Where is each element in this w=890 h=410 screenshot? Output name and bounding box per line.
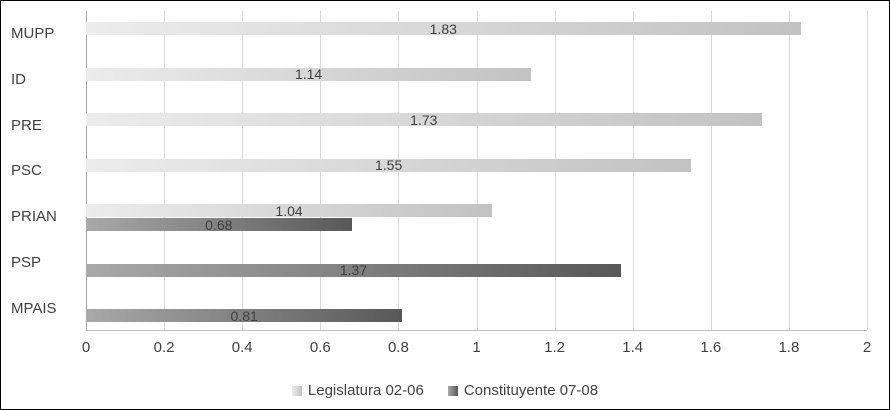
bar-series-2 [86, 263, 621, 277]
value-axis: 0 0.2 0.4 0.6 0.8 1 1.2 1.4 1.6 1.8 2 [82, 339, 871, 357]
x-tick-label: 2 [862, 339, 872, 356]
x-tick-label: 1.4 [622, 339, 644, 356]
x-tick-label: 0 [81, 339, 91, 356]
bar-series-1 [86, 204, 493, 218]
data-label: 0.81 [230, 307, 258, 324]
category-row: 1.37 [86, 239, 867, 285]
legend-item: Constituyente 07-08 [447, 382, 599, 399]
category-label: PSC [11, 162, 42, 180]
gridline [788, 11, 790, 330]
data-label: 1.37 [339, 262, 368, 279]
legend-marker-series-2 [447, 385, 458, 396]
category-row: 0.81 [86, 284, 867, 330]
bar-series-1 [86, 113, 762, 127]
category-row: 1.73 [86, 102, 867, 148]
data-label: 1.04 [275, 202, 303, 219]
legend-marker-series-1 [291, 385, 302, 396]
category-row: 1.04 0.68 [86, 193, 867, 239]
category-row: 1.14 [86, 57, 867, 103]
bar-series-1 [86, 67, 532, 81]
bar-series-2 [86, 218, 352, 232]
x-tick-label: 1.2 [544, 339, 566, 356]
x-tick-label: 1.6 [700, 339, 722, 356]
plot-area: 1.83 1.14 1.73 1.55 1.04 0.68 1.37 0.81 [86, 11, 868, 331]
category-row: 1.83 [86, 11, 867, 57]
category-label: MUPP [11, 25, 55, 43]
bar-series-2 [86, 309, 403, 323]
data-label: 1.83 [429, 20, 457, 37]
gridline [710, 11, 712, 330]
data-label: 1.55 [375, 157, 403, 174]
legend: Legislatura 02-06 Constituyente 07-08 [1, 382, 889, 399]
bar-series-1 [86, 22, 801, 35]
data-label: 1.14 [294, 66, 323, 83]
gridline [867, 11, 868, 330]
legend-label: Constituyente 07-08 [463, 382, 599, 399]
category-axis: MUPP ID PRE PSC PRIAN PSP MPAIS [1, 11, 86, 331]
data-label: 1.73 [410, 111, 438, 128]
category-label: PRE [11, 116, 42, 134]
x-tick-label: 1.8 [778, 339, 800, 356]
bar-series-1 [86, 158, 692, 172]
category-label: PRIAN [11, 208, 57, 226]
x-tick-label: 0.2 [153, 339, 175, 356]
category-row: 1.55 [86, 148, 867, 194]
category-label: ID [11, 71, 26, 89]
data-label: 0.68 [205, 216, 233, 233]
legend-label: Legislatura 02-06 [307, 382, 424, 399]
category-label: PSP [11, 253, 42, 271]
x-tick-label: 0.6 [309, 339, 331, 356]
x-tick-label: 1 [472, 339, 481, 356]
x-tick-label: 0.4 [231, 339, 253, 356]
category-label: MPAIS [11, 299, 57, 317]
legend-item: Legislatura 02-06 [291, 382, 424, 399]
x-tick-label: 0.8 [387, 339, 409, 356]
